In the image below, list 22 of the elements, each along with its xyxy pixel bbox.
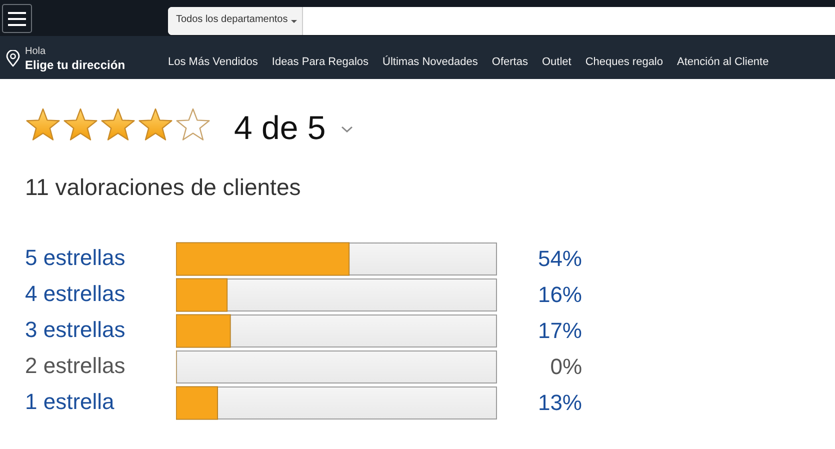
y-tick-label: 2 estrellas xyxy=(25,353,126,378)
data-label: 0% xyxy=(550,354,582,380)
text: Hola xyxy=(25,46,46,57)
y-tick-label: 1 estrella xyxy=(25,389,116,414)
y-tick-label: 3 estrellas xyxy=(25,317,126,342)
text: Ideas Para Regalos xyxy=(272,56,369,68)
text: Elige tu dirección xyxy=(25,58,126,72)
text: Últimas Novedades xyxy=(382,56,478,68)
text: Todos los departamentos xyxy=(176,14,288,25)
text: Ofertas xyxy=(492,56,528,68)
data-label: 16% xyxy=(538,282,582,308)
text: Atención al Cliente xyxy=(677,56,769,68)
data-label: 17% xyxy=(538,318,582,344)
y-tick-label: 5 estrellas xyxy=(25,245,126,270)
data-label: 54% xyxy=(538,246,582,272)
chart-subtitle: 11 valoraciones de clientes xyxy=(25,173,301,201)
y-tick-label: 4 estrellas xyxy=(25,281,126,306)
text: Outlet xyxy=(542,56,572,68)
chart-title: 4 de 5 xyxy=(234,109,326,147)
text: Cheques regalo xyxy=(585,56,663,68)
data-label: 13% xyxy=(538,390,582,416)
text: Los Más Vendidos xyxy=(168,56,258,68)
